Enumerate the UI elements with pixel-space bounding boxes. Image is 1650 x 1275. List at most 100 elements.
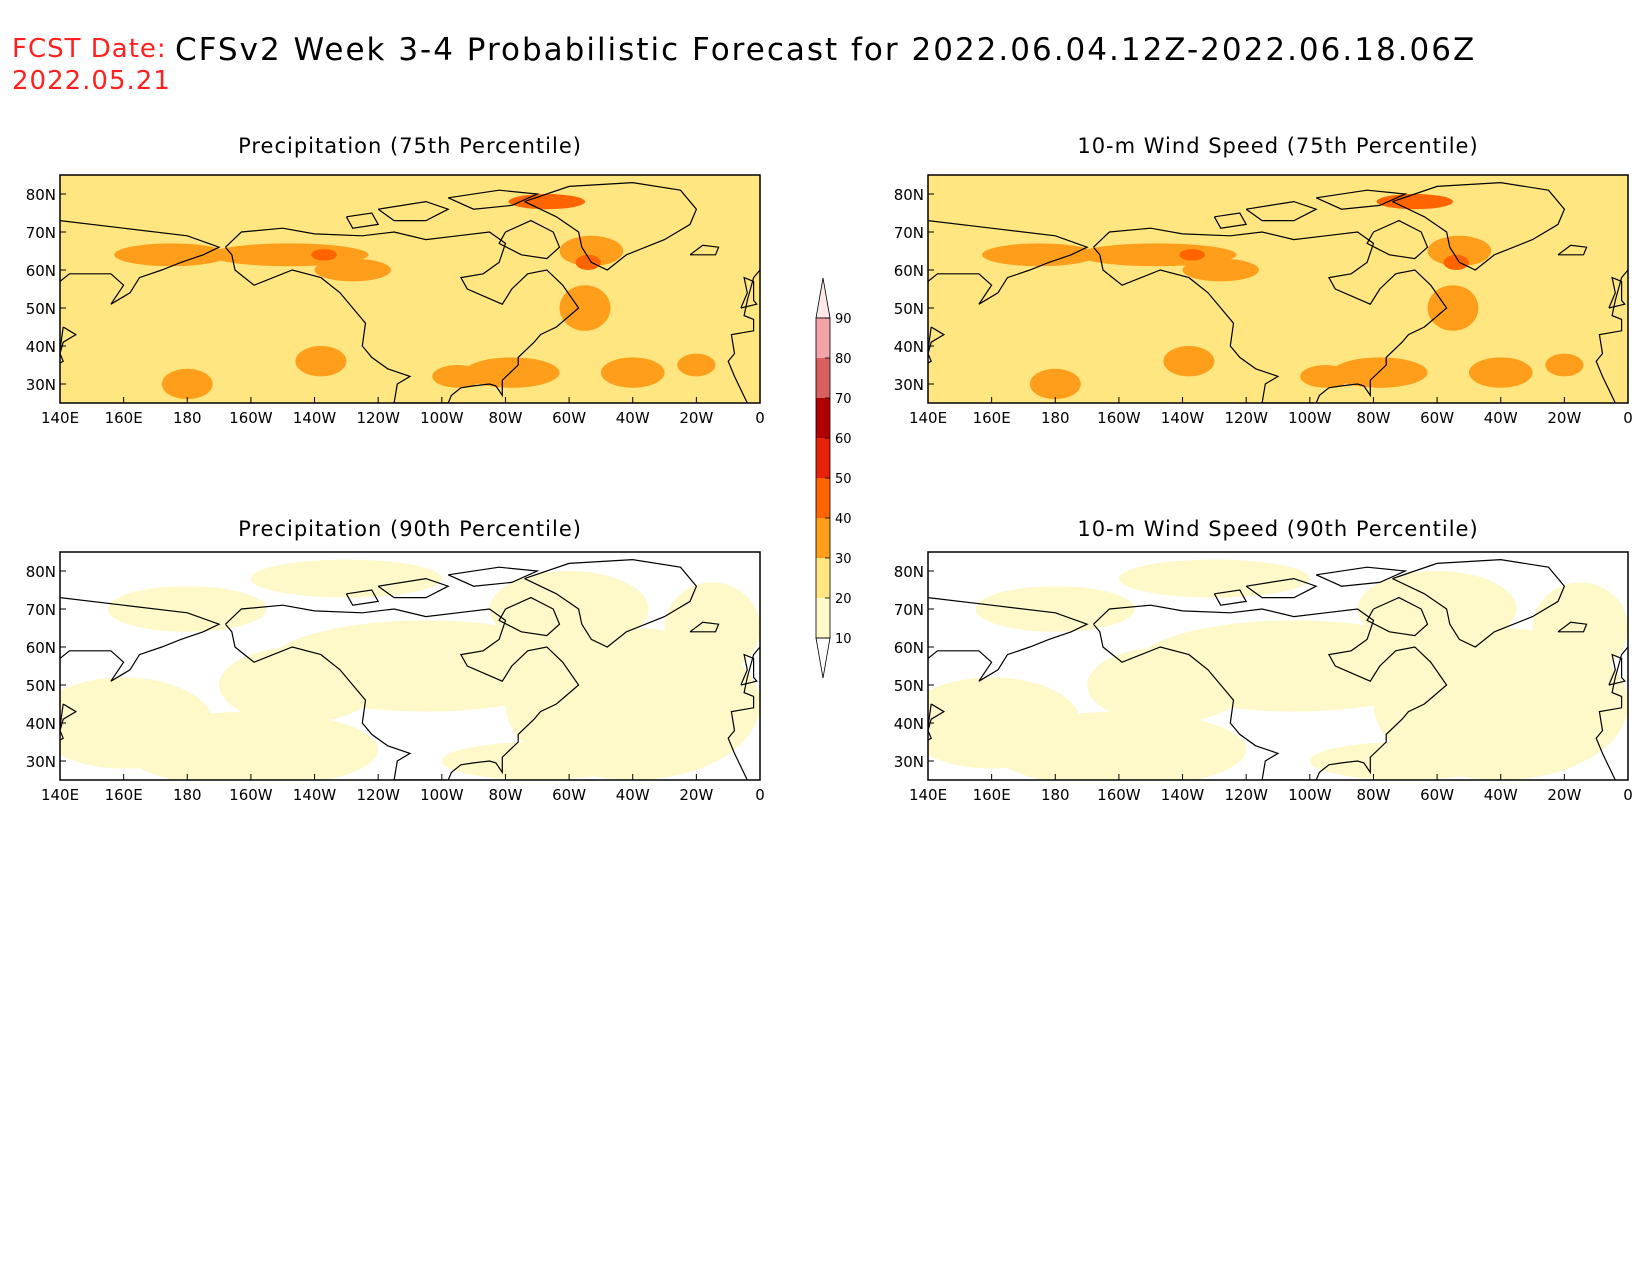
lat-tick-label: 70N <box>894 224 924 242</box>
shading-region <box>311 249 337 261</box>
shading-region <box>928 178 1231 232</box>
lon-tick-label: 60W <box>1420 786 1454 804</box>
coastline <box>60 597 221 682</box>
shading-region <box>1427 285 1479 331</box>
fcst-date-value: 2022.05.21 <box>12 66 171 96</box>
lon-tick-label: 140E <box>909 409 947 427</box>
probability-shading <box>928 175 1628 403</box>
probability-shading <box>60 559 760 780</box>
lon-tick-label: 80W <box>488 409 522 427</box>
probability-shading <box>928 559 1628 780</box>
lat-tick-label: 30N <box>894 376 924 394</box>
lat-tick-label: 60N <box>894 262 924 280</box>
coastlines <box>928 181 1628 403</box>
coastline <box>928 597 1089 682</box>
lat-tick-label: 60N <box>26 639 56 657</box>
shading-region <box>1055 209 1501 316</box>
coastline <box>447 189 540 210</box>
coastline <box>1315 566 1408 587</box>
fcst-date-label: FCST Date: <box>12 34 167 64</box>
coastline <box>928 326 946 364</box>
lat-tick-label: 50N <box>26 677 56 695</box>
shading-region <box>1163 346 1215 377</box>
lon-tick-label: 180 <box>1041 786 1070 804</box>
coastline <box>345 212 380 229</box>
shading-region <box>107 586 267 632</box>
shading-region <box>1427 235 1492 267</box>
shading-region <box>664 582 760 674</box>
shading-region <box>1405 178 1628 225</box>
colorbar-label: 10 <box>835 632 852 647</box>
map-panel-precip-75: Precipitation (75th Percentile) 80N 70N 60… <box>26 134 765 427</box>
lon-tick-label: 160W <box>1097 409 1141 427</box>
lat-tick-label: 30N <box>26 753 56 771</box>
lat-axis: 80N 70N 60N 50N 40N 30N <box>26 186 66 394</box>
map-panel-precip-90: Precipitation (90th Percentile) 80N 70N 60… <box>26 517 765 804</box>
shading-region <box>1300 365 1352 388</box>
coastlines <box>928 558 1628 780</box>
shading-region <box>975 586 1135 632</box>
lat-tick-label: 60N <box>26 262 56 280</box>
colorbar-bottom-arrow <box>815 637 831 679</box>
shading-region <box>1029 368 1081 400</box>
panel-title: 10-m Wind Speed (75th Percentile) <box>1077 134 1478 158</box>
colorbar-label: 70 <box>835 392 852 407</box>
shading-region <box>60 292 442 400</box>
lat-axis: 80N 70N 60N 50N 40N 30N <box>894 186 934 394</box>
coastline <box>740 653 758 686</box>
lon-tick-label: 120W <box>1224 786 1268 804</box>
colorbar-label: 90 <box>835 312 852 327</box>
shading-region <box>60 178 363 232</box>
lon-tick-label: 100W <box>1288 409 1332 427</box>
shading-region <box>1332 357 1428 388</box>
lat-tick-label: 70N <box>26 601 56 619</box>
coastline <box>1392 558 1566 648</box>
coastline <box>928 703 946 741</box>
panel-title: Precipitation (75th Percentile) <box>238 134 582 158</box>
colorbar-segment <box>816 478 830 518</box>
shading-region <box>575 254 601 270</box>
lon-tick-label: 160W <box>229 409 273 427</box>
lon-tick-label: 160E <box>105 786 143 804</box>
shading-region <box>295 346 347 377</box>
coastline <box>498 596 561 637</box>
lat-tick-label: 80N <box>894 186 924 204</box>
coastline <box>1366 219 1429 260</box>
map-frame <box>927 174 1629 404</box>
lon-tick-label: 0 <box>1623 409 1633 427</box>
shading-region <box>1309 742 1501 780</box>
colorbar-segment <box>816 598 830 638</box>
lon-tick-label: 180 <box>173 786 202 804</box>
coastline <box>727 269 760 403</box>
panel-title: 10-m Wind Speed (90th Percentile) <box>1077 517 1478 541</box>
map-panel-wind-75: 10-m Wind Speed (75th Percentile) 80N 70N… <box>894 134 1633 427</box>
shading-region <box>1532 582 1628 674</box>
map-frame <box>927 551 1629 781</box>
shading-region <box>559 235 624 267</box>
lat-tick-label: 70N <box>26 224 56 242</box>
map-panel-wind-90: 10-m Wind Speed (90th Percentile) 80N 70N… <box>894 517 1633 804</box>
lon-tick-label: 100W <box>1288 786 1332 804</box>
shading-region <box>123 711 379 780</box>
coastline <box>1608 276 1626 309</box>
lon-tick-label: 120W <box>356 786 400 804</box>
probability-shading <box>60 175 760 403</box>
colorbar-label: 50 <box>835 472 852 487</box>
colorbar-segment <box>816 318 830 358</box>
coastline <box>1213 212 1248 229</box>
lon-tick-label: 140W <box>1161 409 1205 427</box>
lon-tick-label: 140W <box>293 409 337 427</box>
coastline <box>689 621 720 633</box>
lat-tick-label: 50N <box>894 300 924 318</box>
lat-axis: 80N 70N 60N 50N 40N 30N <box>894 563 934 771</box>
lat-tick-label: 80N <box>894 563 924 581</box>
lon-tick-label: 40W <box>1484 786 1518 804</box>
coastline <box>1608 653 1626 686</box>
lon-tick-label: 180 <box>173 409 202 427</box>
lon-axis: 140E 160E 180 160W 140W 120W 100W 80W 60W 40W 20W 0 <box>41 774 765 804</box>
lat-axis: 80N 70N 60N 50N 40N 30N <box>26 563 66 771</box>
lon-tick-label: 40W <box>1484 409 1518 427</box>
coastline <box>60 703 78 741</box>
coastline <box>1557 621 1588 633</box>
